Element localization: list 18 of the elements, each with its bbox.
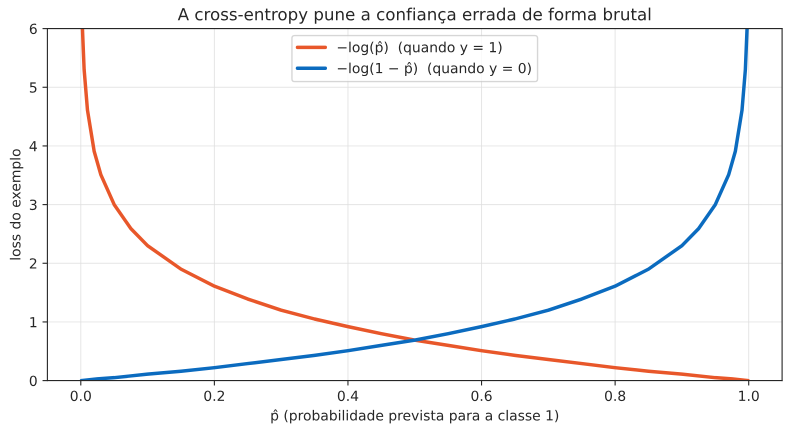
x-tick-label: 0.4 [338,390,358,402]
x-tick-label: 0.8 [604,390,626,402]
legend-label: −log(p̂) (quando y = 1) [338,41,502,56]
y-tick-label: 1 [30,317,36,328]
legend-label: −log(1 − p̂) (quando y = 0) [338,62,531,76]
y-tick-label: 0 [30,376,37,386]
y-tick-label: 4 [30,141,37,152]
y-tick-label: 2 [30,258,36,269]
y-tick-label: 5 [30,82,36,93]
chart-title: A cross-entropy pune a confiança errada de forma brutal [178,8,650,24]
x-axis-title: p̂ (probabilidade prevista para a classe 1) [271,409,558,424]
x-tick-label: 0.6 [471,390,492,402]
x-tick-label: 0.2 [204,390,224,402]
x-tick-label: 1.0 [739,390,759,402]
x-tick-label: 0.0 [70,390,91,402]
y-tick-label: 3 [30,200,37,210]
y-axis-title: loss do exemplo [10,149,24,260]
y-tick-label: 6 [30,24,37,34]
